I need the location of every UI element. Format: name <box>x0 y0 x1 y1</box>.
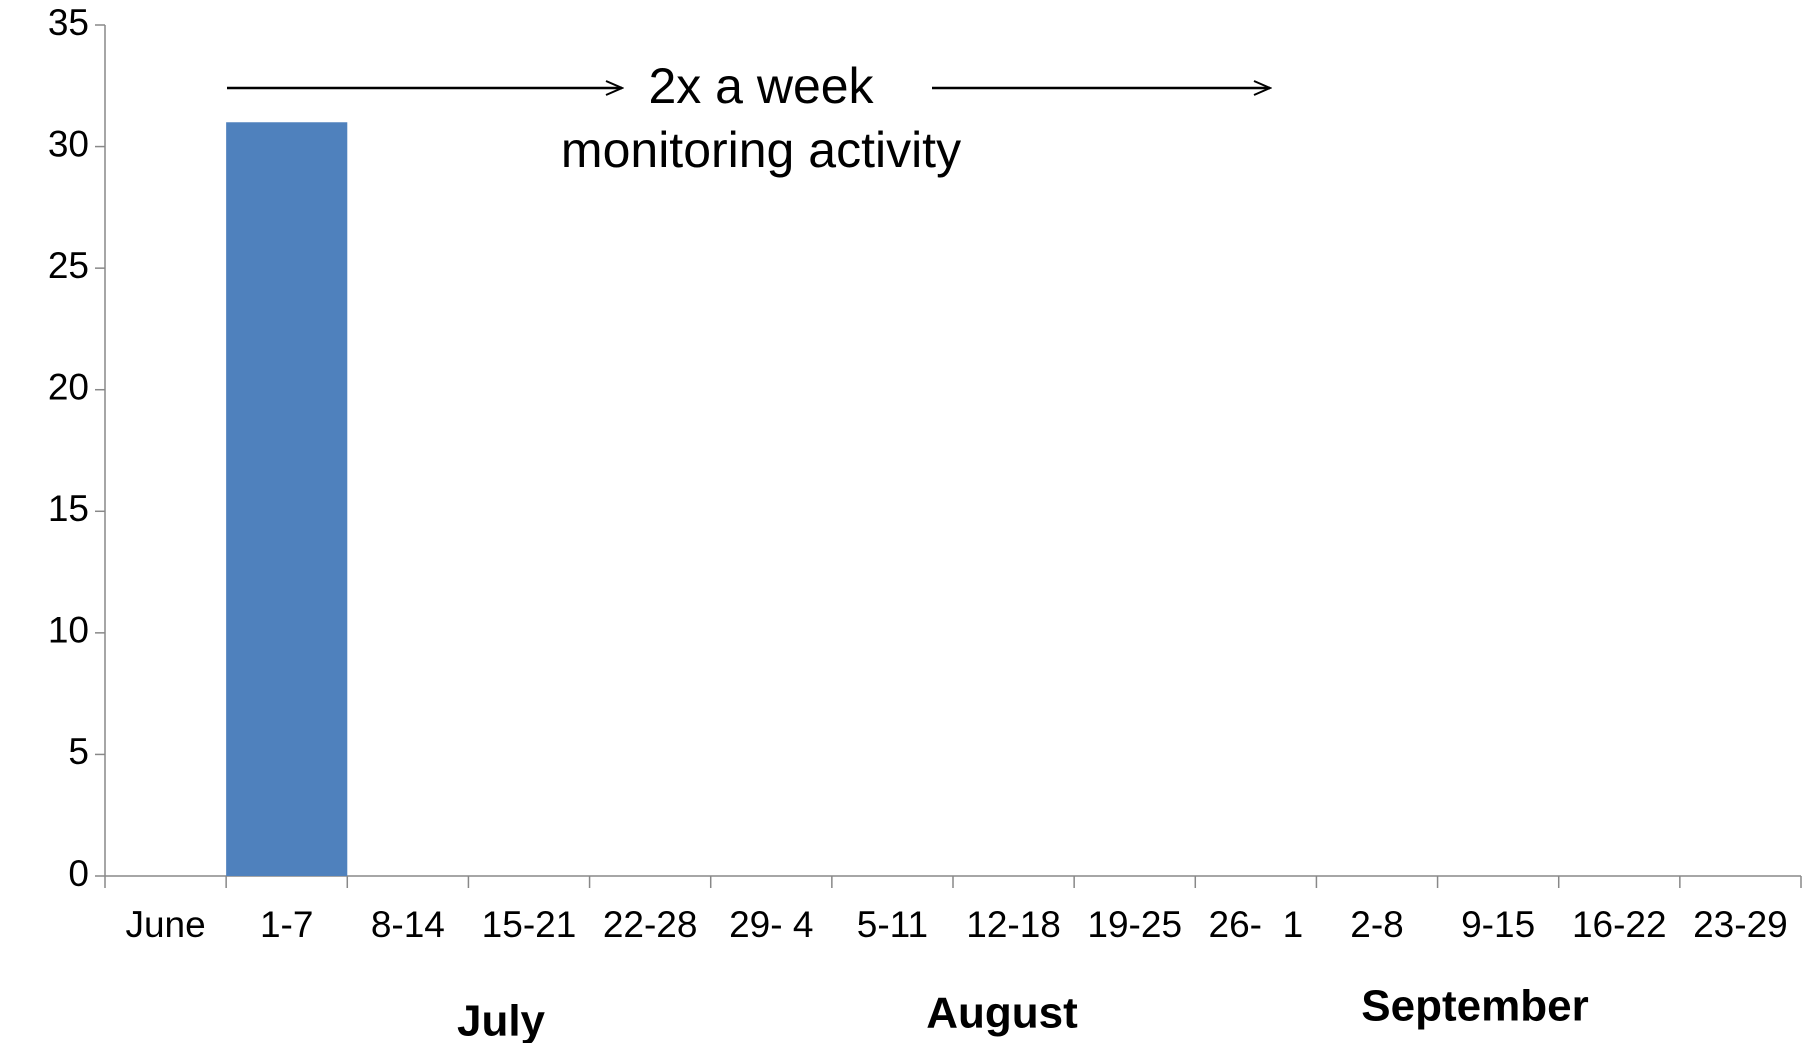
x-tick-label: 9-15 <box>1461 904 1535 945</box>
month-label: July <box>457 997 546 1043</box>
y-tick-label: 20 <box>48 366 89 407</box>
y-tick-label: 5 <box>68 731 89 772</box>
bar <box>226 122 348 876</box>
y-tick-label: 0 <box>68 853 89 894</box>
month-label: September <box>1361 982 1588 1031</box>
y-tick-label: 35 <box>48 2 89 43</box>
annotation: 2x a week <box>648 58 874 114</box>
y-tick-label: 10 <box>48 610 89 651</box>
x-tick-label: 26- 1 <box>1209 904 1304 945</box>
x-tick-label: 29- 4 <box>729 904 813 945</box>
x-tick-label: June <box>125 904 205 945</box>
y-tick-label: 30 <box>48 123 89 164</box>
x-tick-label: 2-8 <box>1350 904 1403 945</box>
x-tick-label: 1-7 <box>260 904 313 945</box>
x-tick-label: 12-18 <box>966 904 1061 945</box>
x-tick-label: 16-22 <box>1572 904 1667 945</box>
annotation: monitoring activity <box>561 122 961 178</box>
y-tick-label: 25 <box>48 245 89 286</box>
y-tick-label: 15 <box>48 488 89 529</box>
month-label: August <box>926 989 1078 1038</box>
x-tick-label: 15-21 <box>482 904 577 945</box>
x-tick-label: 8-14 <box>371 904 445 945</box>
x-tick-label: 22-28 <box>603 904 698 945</box>
x-tick-label: 5-11 <box>857 904 928 945</box>
x-tick-label: 19-25 <box>1087 904 1182 945</box>
x-tick-label: 23-29 <box>1693 904 1788 945</box>
